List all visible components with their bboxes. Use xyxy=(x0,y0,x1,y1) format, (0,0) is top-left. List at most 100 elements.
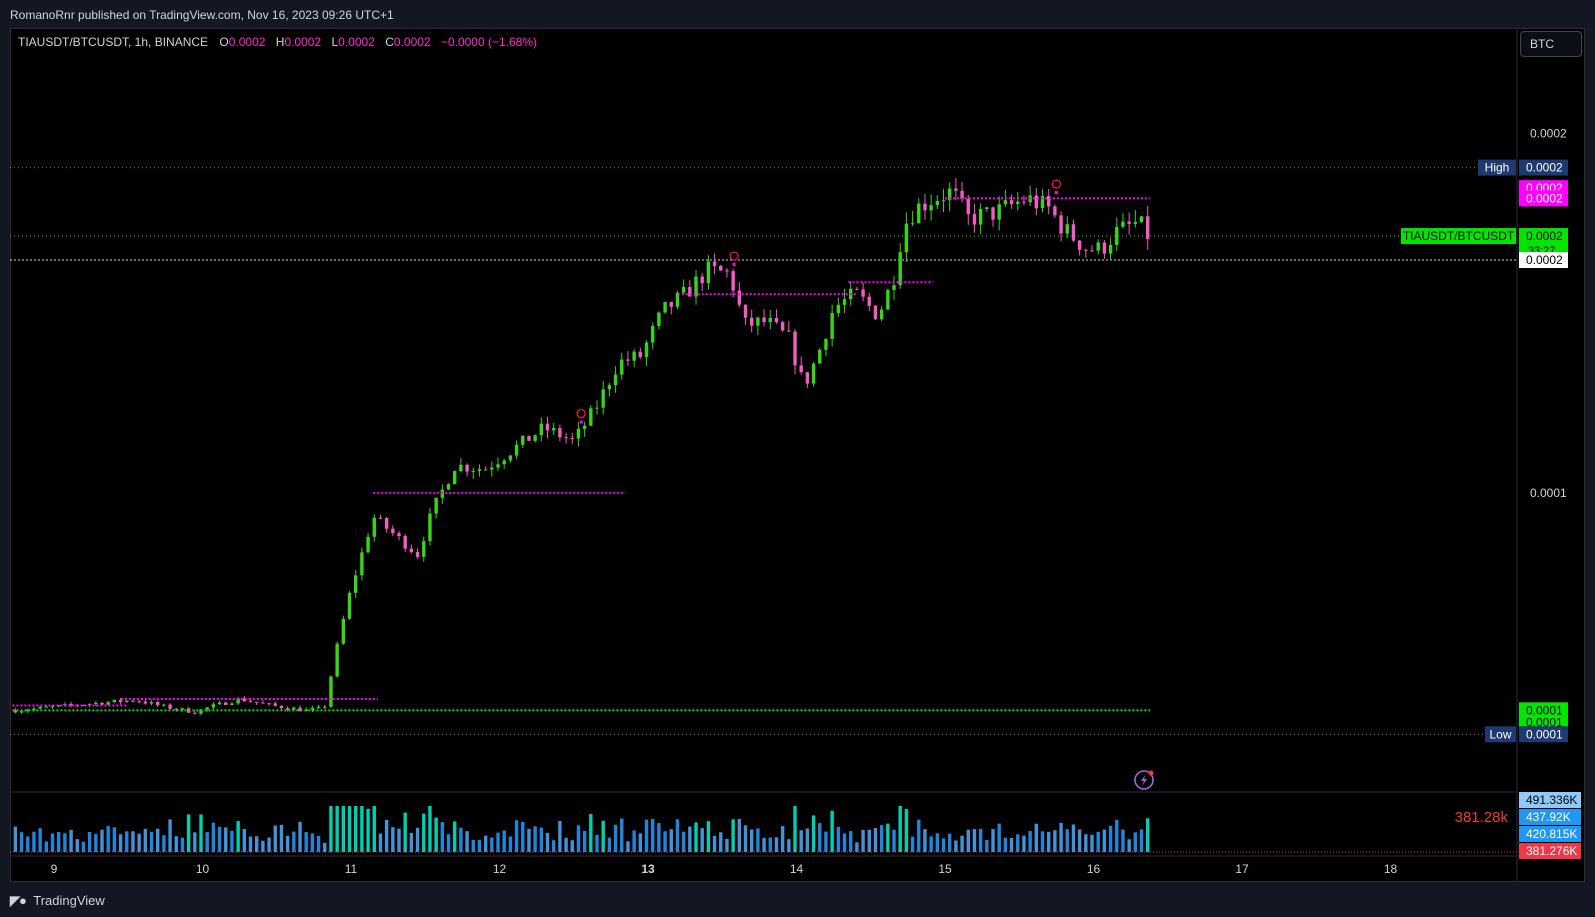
candle[interactable] xyxy=(508,454,513,463)
candle[interactable] xyxy=(1146,206,1150,250)
candle[interactable] xyxy=(1047,188,1051,215)
candle[interactable] xyxy=(335,641,339,678)
candle[interactable] xyxy=(180,707,185,712)
candle[interactable] xyxy=(762,309,766,327)
candle[interactable] xyxy=(149,700,154,706)
candle[interactable] xyxy=(1077,239,1082,256)
candle[interactable] xyxy=(595,400,599,415)
candle[interactable] xyxy=(632,349,636,368)
candle[interactable] xyxy=(836,297,841,318)
candle[interactable] xyxy=(657,311,661,330)
candle[interactable] xyxy=(756,316,760,336)
volume-axis-label-2[interactable]: 420.815K xyxy=(1519,826,1581,842)
candle[interactable] xyxy=(638,347,643,359)
chart-frame[interactable] xyxy=(10,28,1585,882)
candle[interactable] xyxy=(774,309,779,325)
candle[interactable] xyxy=(397,531,401,541)
candle[interactable] xyxy=(533,434,537,443)
candle[interactable] xyxy=(26,708,30,714)
price-label-0[interactable]: 0.0002 High xyxy=(1478,159,1568,176)
volume-axis-label-0[interactable]: 491.336K xyxy=(1519,792,1581,808)
candle[interactable] xyxy=(725,267,729,278)
candle[interactable] xyxy=(217,700,222,705)
candle[interactable] xyxy=(768,309,772,330)
candle[interactable] xyxy=(38,706,42,710)
candle[interactable] xyxy=(576,422,581,447)
candle[interactable] xyxy=(168,703,172,710)
candle[interactable] xyxy=(669,301,673,315)
candle[interactable] xyxy=(477,464,482,477)
candle[interactable] xyxy=(626,351,630,367)
candle[interactable] xyxy=(879,305,884,322)
candle[interactable] xyxy=(465,463,469,477)
candle[interactable] xyxy=(1084,248,1088,258)
candle[interactable] xyxy=(954,178,958,201)
candle[interactable] xyxy=(558,424,562,442)
candle[interactable] xyxy=(985,206,989,212)
candle[interactable] xyxy=(255,701,259,706)
candle[interactable] xyxy=(842,288,847,314)
candle[interactable] xyxy=(1115,217,1119,251)
candle[interactable] xyxy=(143,699,148,705)
candle[interactable] xyxy=(378,514,383,520)
candle[interactable] xyxy=(1102,240,1107,259)
candle[interactable] xyxy=(514,440,519,460)
candle[interactable] xyxy=(1022,195,1026,206)
candle[interactable] xyxy=(360,547,364,581)
candle[interactable] xyxy=(948,182,952,212)
candle[interactable] xyxy=(904,212,909,262)
candle[interactable] xyxy=(81,704,86,707)
candle[interactable] xyxy=(131,699,135,703)
candle[interactable] xyxy=(787,321,791,333)
candle[interactable] xyxy=(743,304,748,325)
candle[interactable] xyxy=(496,457,500,472)
candle[interactable] xyxy=(422,536,426,562)
signal-marker-0[interactable] xyxy=(576,408,586,424)
price-label-2[interactable]: 0.0002 xyxy=(1519,190,1568,207)
candle[interactable] xyxy=(13,708,18,714)
candle[interactable] xyxy=(929,194,933,221)
candle[interactable] xyxy=(428,507,432,546)
currency-button[interactable]: BTC xyxy=(1520,31,1582,57)
candle[interactable] xyxy=(267,702,271,706)
candle[interactable] xyxy=(94,700,98,707)
candle[interactable] xyxy=(675,290,680,310)
candle[interactable] xyxy=(446,483,451,491)
candle[interactable] xyxy=(601,380,605,415)
candle[interactable] xyxy=(663,301,667,314)
candle[interactable] xyxy=(681,279,686,295)
candle[interactable] xyxy=(712,253,717,275)
price-label-5[interactable]: 0.0001 xyxy=(1519,702,1568,719)
candle[interactable] xyxy=(453,470,457,485)
candle[interactable] xyxy=(409,544,414,554)
candle[interactable] xyxy=(69,701,73,708)
candle[interactable] xyxy=(706,255,711,290)
candle[interactable] xyxy=(347,590,352,620)
candle[interactable] xyxy=(1040,188,1045,213)
candle[interactable] xyxy=(867,292,871,312)
candle[interactable] xyxy=(434,497,438,519)
candle[interactable] xyxy=(966,195,970,225)
candle[interactable] xyxy=(483,466,488,471)
candle[interactable] xyxy=(750,309,754,333)
candle[interactable] xyxy=(719,264,723,271)
candle[interactable] xyxy=(1096,239,1100,255)
candle[interactable] xyxy=(1127,212,1131,235)
candle[interactable] xyxy=(1108,237,1113,261)
candle[interactable] xyxy=(780,320,785,332)
candle[interactable] xyxy=(799,356,803,375)
candle[interactable] xyxy=(861,282,865,302)
chart-legend[interactable]: TIAUSDT/BTCUSDT, 1h, BINANCE O0.0002 H0.… xyxy=(18,35,544,49)
candle[interactable] xyxy=(521,435,525,449)
candle[interactable] xyxy=(855,286,859,291)
candle[interactable] xyxy=(310,705,315,712)
candle[interactable] xyxy=(1139,215,1144,224)
candle[interactable] xyxy=(242,695,247,702)
candle[interactable] xyxy=(323,704,327,710)
candle[interactable] xyxy=(582,421,587,437)
candle[interactable] xyxy=(502,458,506,469)
volume-axis-label-3[interactable]: 381.276K xyxy=(1519,843,1581,859)
legend-symbol[interactable]: TIAUSDT/BTCUSDT, 1h, BINANCE xyxy=(18,35,209,49)
candle[interactable] xyxy=(292,706,296,710)
